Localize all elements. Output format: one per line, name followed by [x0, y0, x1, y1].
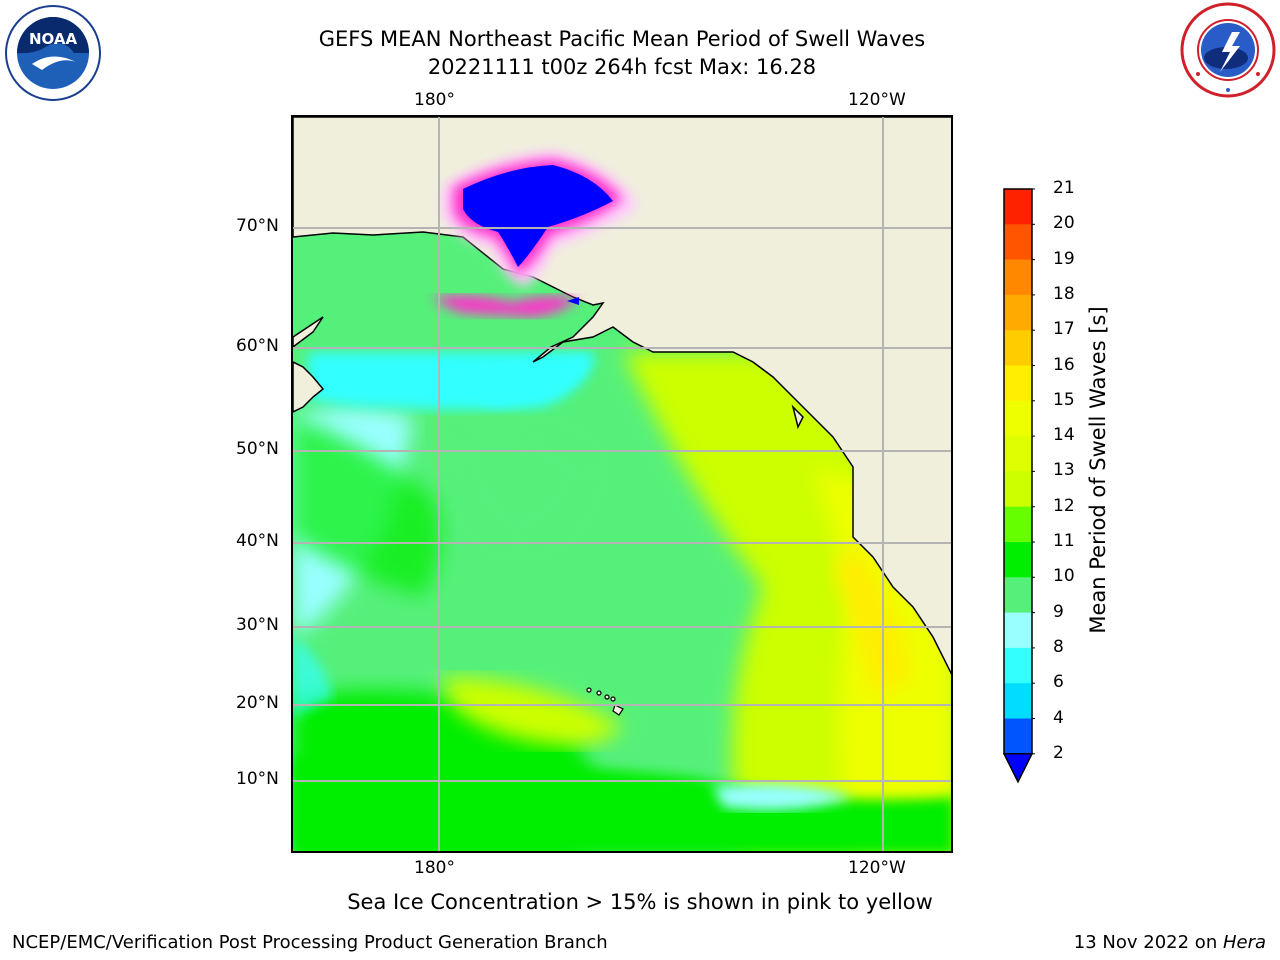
colorbar-tick-label: 14: [1053, 425, 1075, 446]
colorbar-tick-label: 12: [1053, 495, 1075, 516]
lat-label-40n: 40°N: [236, 531, 279, 551]
lat-label-20n: 20°N: [236, 693, 279, 713]
land-masses: [293, 117, 951, 675]
hawaiian-islands: [586, 687, 624, 716]
footer-date: 13 Nov 2022 on Hera: [1074, 932, 1266, 953]
colorbar-tick-label: 8: [1053, 636, 1064, 657]
colorbar-label: Mean Period of Swell Waves [s]: [1086, 306, 1110, 634]
colorbar-band: [1004, 683, 1032, 719]
lat-label-50n: 50°N: [236, 439, 279, 459]
colorbar-band: [1004, 365, 1032, 402]
colorbar-extend-triangle: [1002, 753, 1034, 784]
chart-subtitle: 20221111 t00z 264h fcst Max: 16.28: [427, 55, 817, 79]
colorbar-band: [1004, 400, 1032, 437]
colorbar-tick-label: 13: [1053, 460, 1075, 481]
footer-branch-text: NCEP/EMC/Verification Post Processing Pr…: [12, 932, 608, 953]
colorbar-band: [1004, 294, 1032, 331]
footer-date-text: 13 Nov 2022 on: [1073, 932, 1223, 953]
lon-label-top-180: 180°: [414, 90, 455, 110]
colorbar-tick-label: 15: [1053, 389, 1075, 410]
lat-label-30n: 30°N: [236, 615, 279, 635]
map-panel: [291, 115, 953, 853]
colorbar-band: [1004, 224, 1032, 261]
lon-label-top-120w: 120°W: [848, 90, 906, 110]
lon-label-bottom-120w: 120°W: [848, 858, 906, 878]
noaa-logo-text: NOAA: [29, 30, 78, 48]
map-gridlines: [293, 117, 951, 851]
colorbar-tick-label: 6: [1053, 672, 1064, 693]
colorbar-band: [1004, 436, 1032, 472]
colorbar-tick-label: 17: [1053, 319, 1075, 340]
colorbar-band: [1004, 506, 1032, 543]
colorbar-band: [1004, 471, 1032, 508]
footer-machine: Hera: [1222, 932, 1266, 953]
lat-label-60n: 60°N: [236, 336, 279, 356]
colorbar-tick-label: 4: [1053, 707, 1064, 728]
colorbar-band: [1004, 577, 1032, 614]
colorbar-tick-label: 16: [1053, 354, 1075, 375]
colorbar-tick-label: 18: [1053, 283, 1075, 304]
sea-ice-note: Sea Ice Concentration > 15% is shown in …: [347, 890, 933, 914]
colorbar-tick-label: 2: [1053, 742, 1064, 763]
colorbar: [1002, 188, 1035, 792]
colorbar-band: [1004, 647, 1032, 684]
colorbar-tick-label: 19: [1053, 248, 1075, 269]
colorbar-band: [1004, 718, 1032, 755]
lat-label-70n: 70°N: [236, 216, 279, 236]
colorbar-tick-label: 9: [1053, 601, 1064, 622]
colorbar-band: [1004, 542, 1032, 578]
chart-title: GEFS MEAN Northeast Pacific Mean Period …: [318, 27, 926, 51]
noaa-logo: NOAA: [4, 4, 102, 102]
colorbar-band: [1004, 189, 1032, 225]
colorbar-band: [1004, 259, 1032, 296]
colorbar-tick-label: 11: [1053, 531, 1075, 551]
colorbar-tick-label: 10: [1053, 566, 1075, 587]
colorbar-tick-label: 20: [1053, 213, 1075, 234]
lon-label-bottom-180: 180°: [414, 858, 455, 878]
colorbar-band: [1004, 330, 1032, 366]
sea-ice-field: [433, 152, 637, 317]
colorbar-band: [1004, 612, 1032, 649]
lat-label-10n: 10°N: [236, 769, 279, 789]
nws-logo: [1180, 2, 1276, 98]
colorbar-tick-label: 21: [1053, 178, 1075, 198]
